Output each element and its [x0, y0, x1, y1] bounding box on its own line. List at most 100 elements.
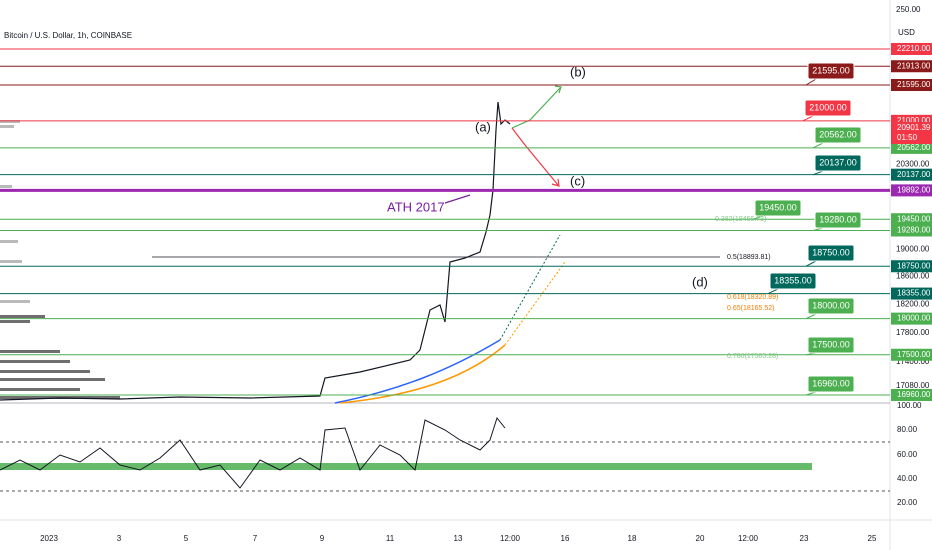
- rsi-band: [0, 463, 812, 470]
- callout-label: 18355.00: [774, 275, 812, 285]
- rsi-axis-label: 20.00: [897, 498, 918, 507]
- time-label: 13: [454, 534, 463, 543]
- callout: [807, 297, 855, 315]
- callout-label: 20562.00: [819, 129, 857, 139]
- time-label: 7: [253, 534, 258, 543]
- fib-label: 0.65(18165.52): [727, 305, 774, 312]
- callout: [807, 375, 855, 393]
- callout-label: 18750.00: [812, 247, 850, 257]
- callout: [804, 99, 852, 117]
- axis-tag-label: 21595.00: [897, 80, 931, 89]
- axis-tag-label: 19892.00: [897, 186, 931, 195]
- annotation: (d): [692, 274, 708, 289]
- countdown: 01:50: [897, 133, 918, 142]
- axis-label: 20300.00: [896, 159, 930, 168]
- fib-label: 0.382(19466.73): [715, 216, 766, 223]
- callout-pointer: [812, 170, 824, 176]
- axis-tag: [891, 348, 932, 361]
- callout-label: 21000.00: [809, 102, 847, 112]
- axis-tag: [891, 312, 932, 325]
- projection: [504, 261, 566, 346]
- axis-tag: [891, 168, 932, 181]
- symbol: Bitcoin / U.S. Dollar, 1h, COINBASE: [4, 31, 132, 40]
- callout-pointer: [805, 260, 817, 267]
- axis-label: 17800.00: [896, 328, 930, 337]
- projection: [499, 234, 561, 341]
- time-label: 18: [628, 534, 637, 543]
- axis-label: 250.00: [896, 5, 921, 14]
- callout-pointer: [805, 78, 817, 86]
- ath-arrow: [444, 194, 471, 204]
- annotation: (c): [570, 173, 585, 188]
- callout: [814, 211, 862, 229]
- callout: [807, 62, 855, 80]
- callout-label: 21595.00: [812, 65, 850, 75]
- rsi-axis-label: 60.00: [897, 450, 918, 459]
- axis-label: 17400.00: [896, 357, 930, 366]
- axis-tag-label: 20137.00: [897, 170, 931, 179]
- callout-label: 19280.00: [819, 214, 857, 224]
- axis-tag-label: 17500.00: [897, 350, 931, 359]
- axis-tag: [891, 141, 932, 154]
- axis-tag-label: 19280.00: [897, 226, 931, 235]
- time-label: 12:00: [500, 534, 521, 543]
- callout: [807, 336, 855, 354]
- axis-label: 19000.00: [896, 244, 930, 253]
- callout: [814, 154, 862, 172]
- axis-tag-label: 21913.00: [897, 61, 931, 70]
- axis-tag: [891, 224, 932, 237]
- callout-pointer: [802, 115, 814, 122]
- axis-tag: [891, 42, 932, 55]
- time-label: 3: [117, 534, 122, 543]
- callout: [807, 244, 855, 262]
- fib-label: 0.5(18893.81): [727, 254, 771, 261]
- time-label: 11: [386, 534, 395, 543]
- callout: [814, 126, 862, 144]
- fib-label: 0.618(18320.89): [727, 294, 778, 301]
- annotation: (b): [570, 64, 586, 79]
- callout-label: 19450.00: [759, 202, 797, 212]
- time-label: 2023: [40, 534, 58, 543]
- callout-label: 18000.00: [812, 300, 850, 310]
- callout: [769, 272, 817, 290]
- axis-tag: [891, 388, 932, 401]
- rsi-axis-label: 100.00: [897, 401, 922, 410]
- time-label: 23: [800, 534, 809, 543]
- rsi-axis-label: 40.00: [897, 474, 918, 483]
- arrow-head: [551, 178, 560, 187]
- ma-line: [334, 339, 501, 404]
- axis-tag: [891, 79, 932, 91]
- arrow-head: [554, 85, 562, 94]
- callout-pointer: [805, 313, 817, 320]
- axis-tag-label: 22210.00: [897, 44, 931, 53]
- axis-label: 18600.00: [896, 272, 930, 281]
- price-tag: [891, 122, 932, 144]
- time-label: 9: [320, 534, 325, 543]
- price-line: [0, 101, 511, 401]
- axis-tag-label: 21000.00: [897, 116, 931, 125]
- axis-tag-label: 19450.00: [897, 214, 931, 223]
- annotation: (a): [475, 119, 491, 134]
- time-label: 5: [184, 534, 189, 543]
- rsi-line: [0, 416, 506, 489]
- time-label: 12:00: [738, 534, 759, 543]
- fib-label: 0.786(17505.28): [727, 353, 778, 360]
- time-label: 25: [868, 534, 877, 543]
- last-price: 20901.39: [897, 123, 931, 132]
- arrow-up: [511, 87, 561, 129]
- axis-tag-label: 20562.00: [897, 143, 931, 152]
- axis-tag-label: 18355.00: [897, 289, 931, 298]
- axis-tag: [891, 287, 932, 300]
- callout-pointer: [767, 288, 779, 295]
- callout-label: 17500.00: [812, 339, 850, 349]
- axis-label: 17080.00: [896, 381, 930, 390]
- callout-pointer: [752, 215, 764, 220]
- axis-tag-label: 16960.00: [897, 390, 931, 399]
- callout-label: 20137.00: [819, 157, 857, 167]
- callout-pointer: [812, 142, 824, 149]
- axis-tag: [891, 260, 932, 273]
- callout-label: 16960.00: [812, 378, 850, 388]
- axis-tag: [891, 60, 932, 73]
- rsi-axis-label: 80.00: [897, 425, 918, 434]
